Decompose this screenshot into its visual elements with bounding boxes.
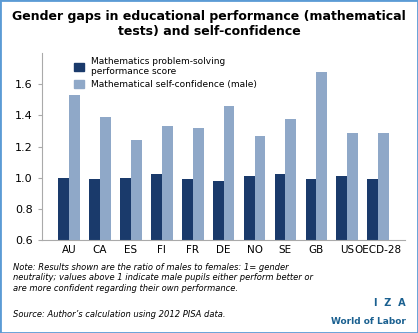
Bar [59, 177, 69, 333]
Bar [316, 72, 327, 333]
Text: Gender gaps in educational performance (mathematical
tests) and self-confidence: Gender gaps in educational performance (… [12, 10, 406, 38]
Bar [347, 133, 358, 333]
Bar [89, 179, 100, 333]
Text: Source: Author’s calculation using 2012 PISA data.: Source: Author’s calculation using 2012 … [13, 310, 225, 319]
Bar [306, 179, 316, 333]
Bar [336, 176, 347, 333]
Bar [69, 95, 80, 333]
Text: World of Labor: World of Labor [331, 317, 405, 326]
Text: Note: Results shown are the ratio of males to females: 1= gender
neutrality; val: Note: Results shown are the ratio of mal… [13, 263, 313, 293]
Bar [162, 126, 173, 333]
Bar [131, 140, 142, 333]
Text: I  Z  A: I Z A [374, 298, 405, 308]
Bar [100, 117, 111, 333]
Bar [182, 179, 193, 333]
Legend: Mathematics problem-solving
performance score, Mathematical self-confidence (mal: Mathematics problem-solving performance … [72, 54, 259, 92]
Bar [120, 177, 131, 333]
Bar [275, 174, 285, 333]
Bar [378, 133, 389, 333]
Bar [224, 106, 234, 333]
Bar [151, 174, 162, 333]
Bar [213, 181, 224, 333]
Bar [255, 136, 265, 333]
Bar [193, 128, 204, 333]
Bar [285, 119, 296, 333]
Bar [244, 176, 255, 333]
Bar [367, 179, 378, 333]
